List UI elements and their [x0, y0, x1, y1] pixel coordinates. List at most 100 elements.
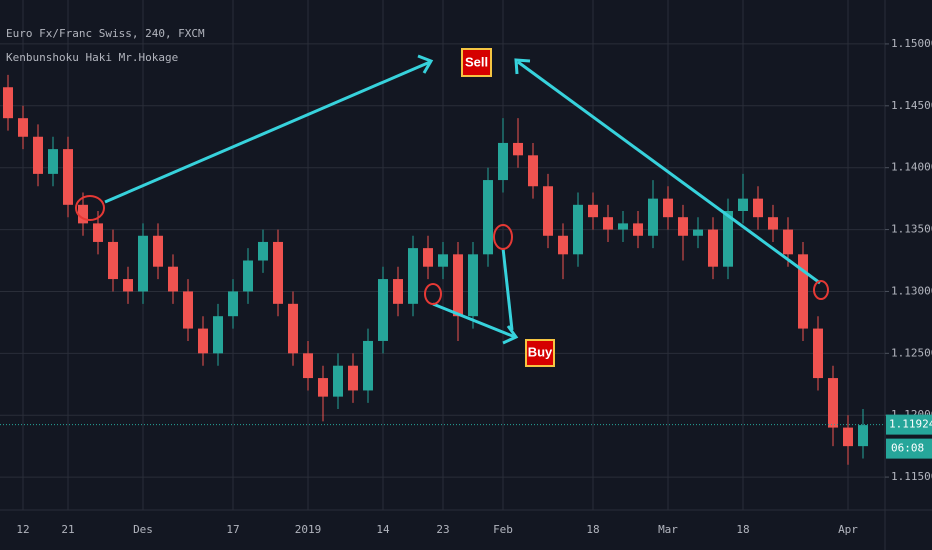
candle-body [108, 241, 118, 280]
candle-body [258, 241, 268, 261]
y-tick-label: 1.13500 [891, 223, 932, 236]
x-tick-label: 14 [376, 523, 390, 536]
candle-body [303, 353, 313, 379]
candle-body [783, 229, 793, 255]
candle-body [753, 198, 763, 218]
candle-body [828, 378, 838, 428]
x-tick-label: 12 [16, 523, 29, 536]
circle [813, 280, 829, 300]
candle-body [243, 260, 253, 292]
candle-body [723, 211, 733, 267]
arrow-head [417, 54, 434, 74]
y-tick-label: 1.11500 [891, 470, 932, 483]
candle-body [588, 204, 598, 218]
x-tick-label: 18 [586, 523, 599, 536]
candle-body [603, 217, 613, 230]
x-tick-label: Feb [493, 523, 513, 536]
circle [493, 224, 513, 250]
candle-body [573, 204, 583, 255]
candle-body [318, 378, 328, 397]
candle-body [138, 235, 148, 292]
y-tick-label: 1.14000 [891, 161, 932, 174]
candle-body [543, 186, 553, 236]
candle-body [228, 291, 238, 317]
arrow-head [514, 58, 531, 75]
indicator-name: Kenbunshoku Haki Mr.Hokage [6, 51, 178, 64]
circles [75, 195, 829, 305]
candle-body [198, 328, 208, 354]
candle-body [363, 340, 373, 391]
candle-body [738, 198, 748, 212]
candle-body [48, 149, 58, 174]
candle-body [183, 291, 193, 329]
buy-label: Buy [528, 344, 553, 359]
candle-body [483, 180, 493, 255]
sell-box [461, 48, 492, 77]
candle-body [78, 204, 88, 224]
candle-body [633, 223, 643, 236]
candle-body [153, 235, 163, 267]
candle-body [378, 279, 388, 341]
x-tick-label: 23 [436, 523, 449, 536]
candle-body [798, 254, 808, 329]
candle-body [288, 303, 298, 354]
y-tick-label: 1.14500 [891, 99, 932, 112]
x-tick-label: Mar [658, 523, 678, 536]
arrow [432, 302, 516, 339]
candle-body [693, 229, 703, 236]
y-tick-label: 1.12500 [891, 346, 932, 359]
candle-body [438, 254, 448, 267]
candle-body [858, 425, 868, 447]
candle-body [93, 223, 103, 242]
circle [75, 195, 105, 221]
candle-body [678, 217, 688, 236]
x-tick-label: Apr [838, 523, 858, 536]
x-tick-label: 17 [226, 523, 239, 536]
candle-body [648, 198, 658, 236]
x-tick-label: 21 [61, 523, 74, 536]
y-tick-label: 1.15000 [891, 37, 932, 50]
candle-body [663, 198, 673, 218]
last-price-box [886, 414, 932, 435]
y-tick-label: 1.13000 [891, 284, 932, 297]
candle-body [843, 427, 853, 447]
candle-body [453, 254, 463, 317]
candle-body [513, 142, 523, 156]
candle-body [558, 235, 568, 255]
candle-body [708, 229, 718, 267]
x-tick-label: 18 [736, 523, 749, 536]
arrow [517, 60, 821, 285]
candle-body [213, 316, 223, 354]
candle-body [348, 365, 358, 391]
countdown-box [886, 438, 932, 459]
candle-body [273, 241, 283, 304]
candle-body [3, 87, 13, 119]
arrow [501, 247, 514, 331]
candle-body [33, 136, 43, 174]
candles-layer [3, 74, 868, 465]
chart-title: Euro Fx/Franc Swiss, 240, FXCM [6, 27, 205, 40]
candle-body [408, 248, 418, 304]
arrow [104, 60, 431, 204]
x-tick-label: Des [133, 523, 153, 536]
x-tick-label: 2019 [295, 523, 322, 536]
candle-body [813, 328, 823, 379]
candle-body [498, 142, 508, 181]
candle-body [468, 254, 478, 317]
candle-body [618, 223, 628, 230]
candle-body [528, 155, 538, 187]
circle [424, 283, 442, 305]
candle-body [333, 365, 343, 397]
last-price-label: 1.11924 [889, 418, 932, 431]
candle-body [393, 279, 403, 304]
sell-label: Sell [465, 54, 488, 69]
candle-body [18, 118, 28, 137]
arrows [104, 54, 821, 345]
candle-body [168, 266, 178, 292]
candle-body [123, 279, 133, 292]
candle-body [768, 217, 778, 230]
candle-body [63, 149, 73, 205]
